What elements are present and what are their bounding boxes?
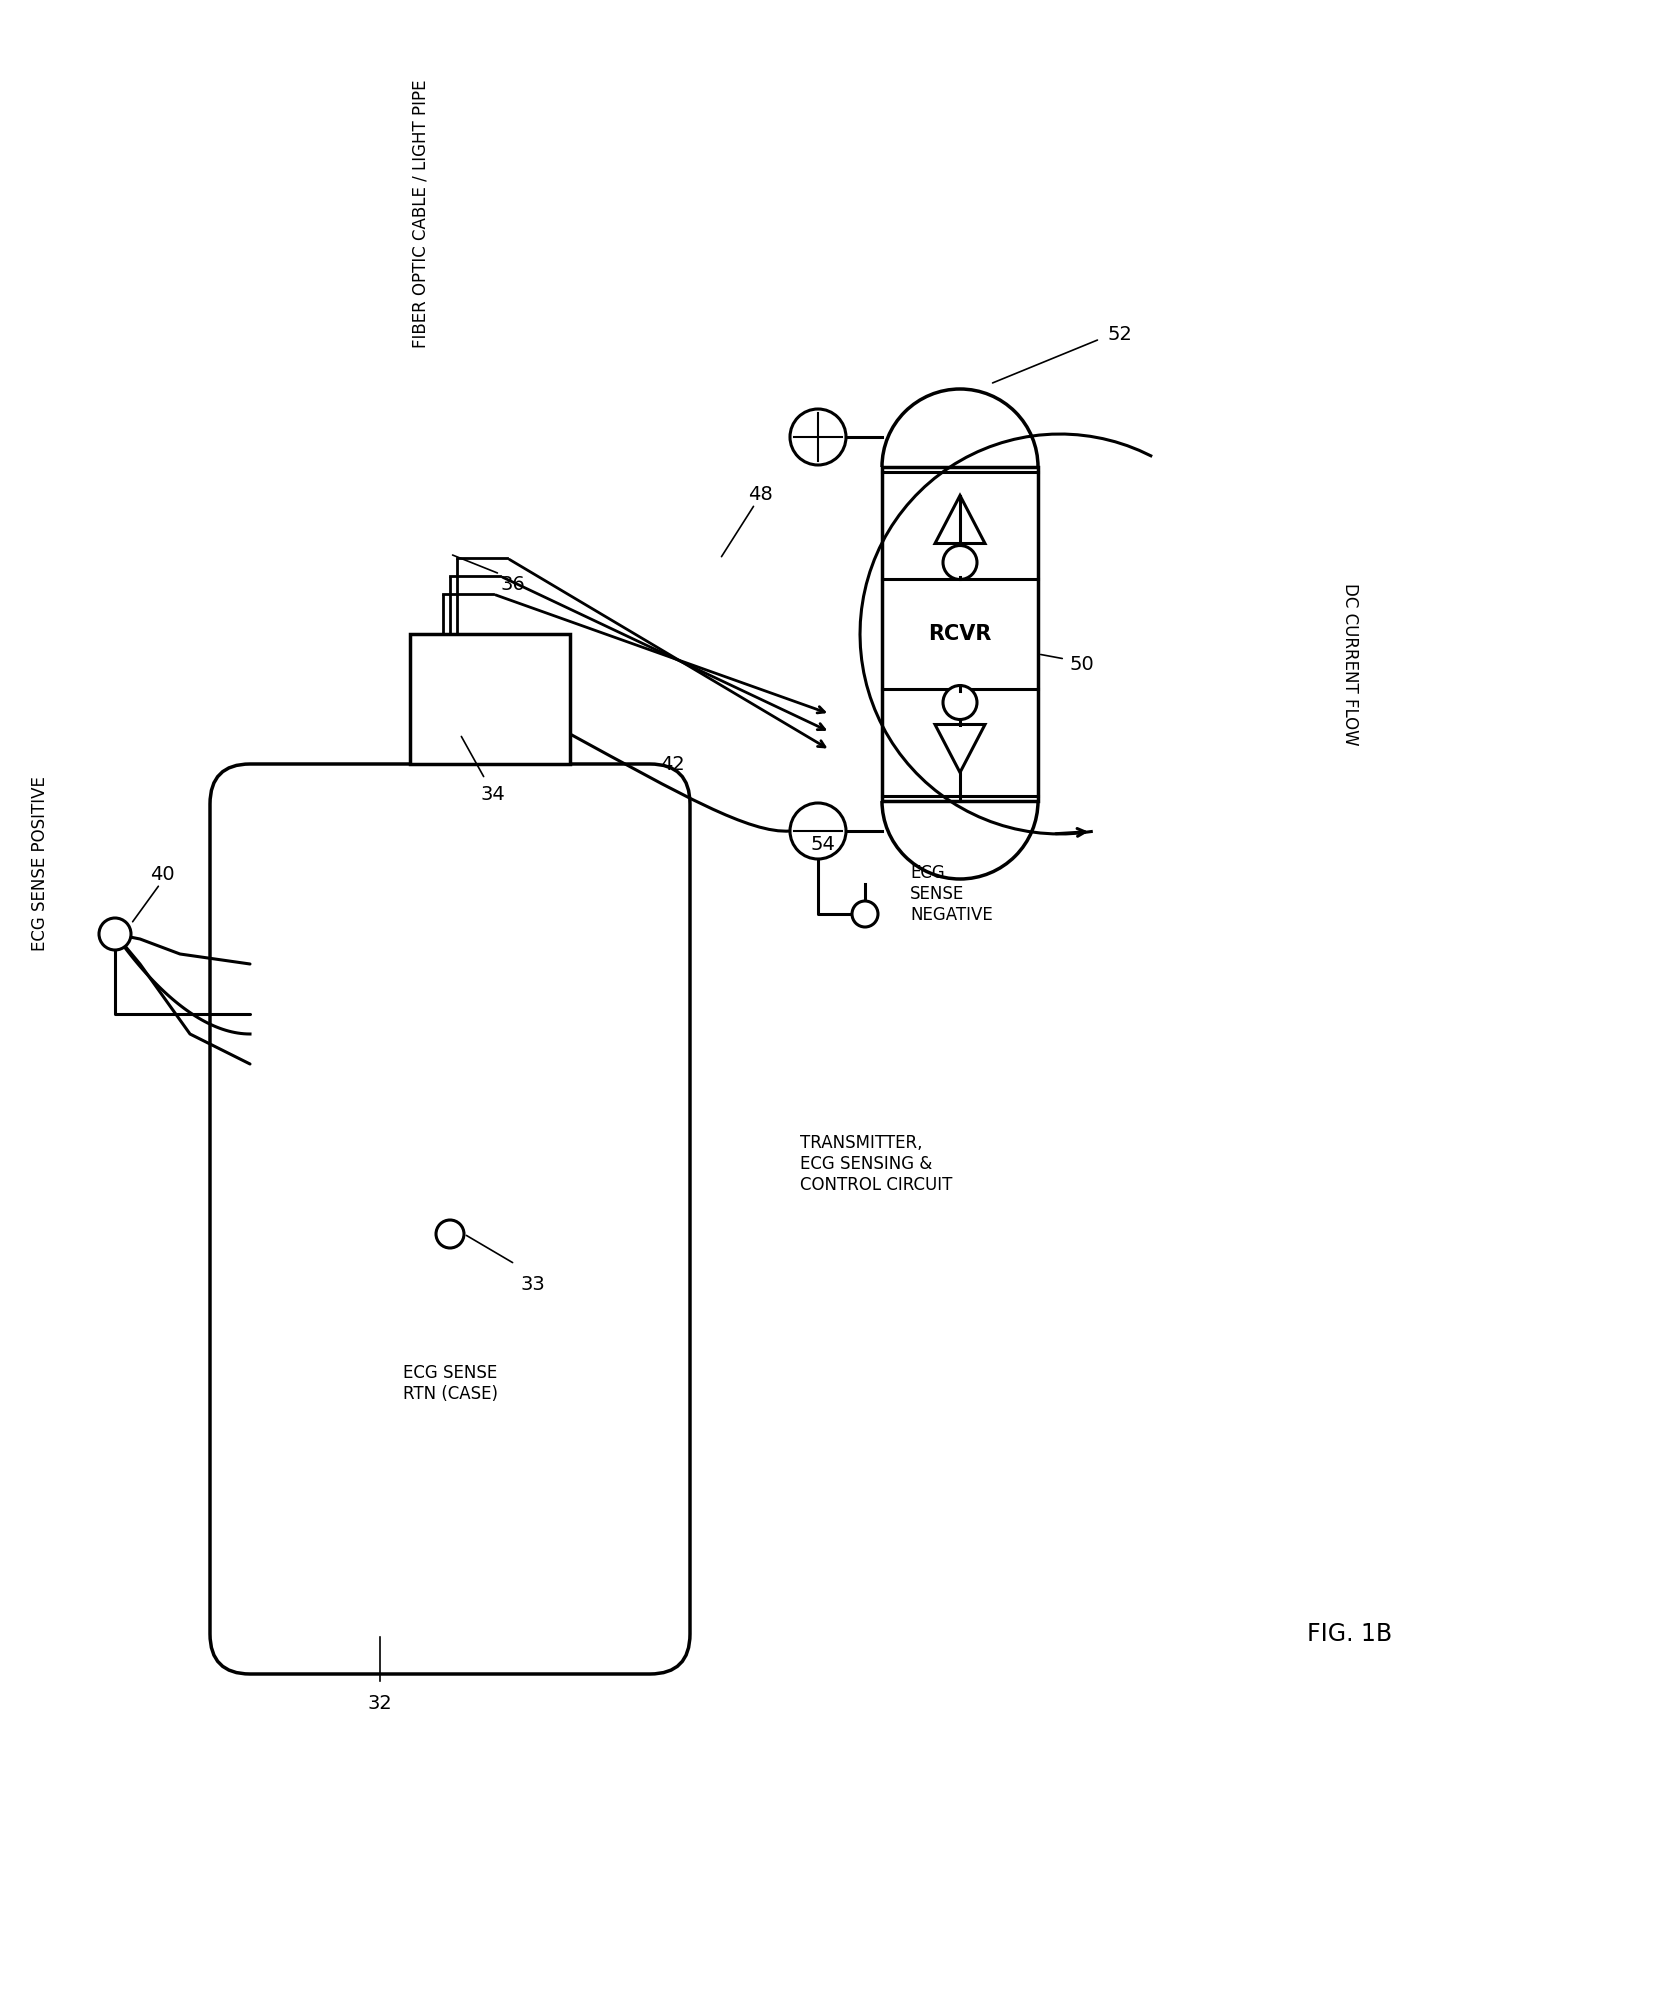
FancyBboxPatch shape [209, 763, 689, 1674]
Circle shape [852, 900, 879, 926]
Text: FIG. 1B: FIG. 1B [1307, 1621, 1392, 1645]
Text: DC CURRENT FLOW: DC CURRENT FLOW [1340, 582, 1359, 745]
Circle shape [791, 804, 845, 860]
Circle shape [943, 546, 977, 580]
Text: ECG SENSE POSITIVE: ECG SENSE POSITIVE [32, 777, 50, 951]
Circle shape [435, 1220, 463, 1249]
Text: 40: 40 [149, 864, 174, 884]
Text: FIBER OPTIC CABLE / LIGHT PIPE: FIBER OPTIC CABLE / LIGHT PIPE [410, 81, 429, 348]
Text: 34: 34 [480, 785, 505, 804]
Circle shape [943, 685, 977, 719]
Circle shape [791, 409, 845, 465]
Text: TRANSMITTER,
ECG SENSING &
CONTROL CIRCUIT: TRANSMITTER, ECG SENSING & CONTROL CIRCU… [801, 1134, 952, 1194]
Text: 36: 36 [500, 574, 525, 594]
Circle shape [100, 918, 131, 951]
Text: 32: 32 [367, 1694, 392, 1714]
Text: ECG
SENSE
NEGATIVE: ECG SENSE NEGATIVE [910, 864, 993, 924]
Text: 48: 48 [747, 485, 772, 504]
Bar [410, 634, 570, 763]
Bar [882, 467, 1038, 802]
Text: ECG SENSE
RTN (CASE): ECG SENSE RTN (CASE) [402, 1363, 498, 1404]
Text: 54: 54 [811, 834, 835, 854]
Text: RCVR: RCVR [928, 624, 992, 644]
Polygon shape [935, 725, 985, 773]
Text: 50: 50 [1070, 655, 1095, 673]
Text: 52: 52 [1108, 324, 1133, 344]
Polygon shape [935, 495, 985, 544]
Text: 42: 42 [659, 755, 684, 773]
Text: 33: 33 [520, 1275, 545, 1293]
